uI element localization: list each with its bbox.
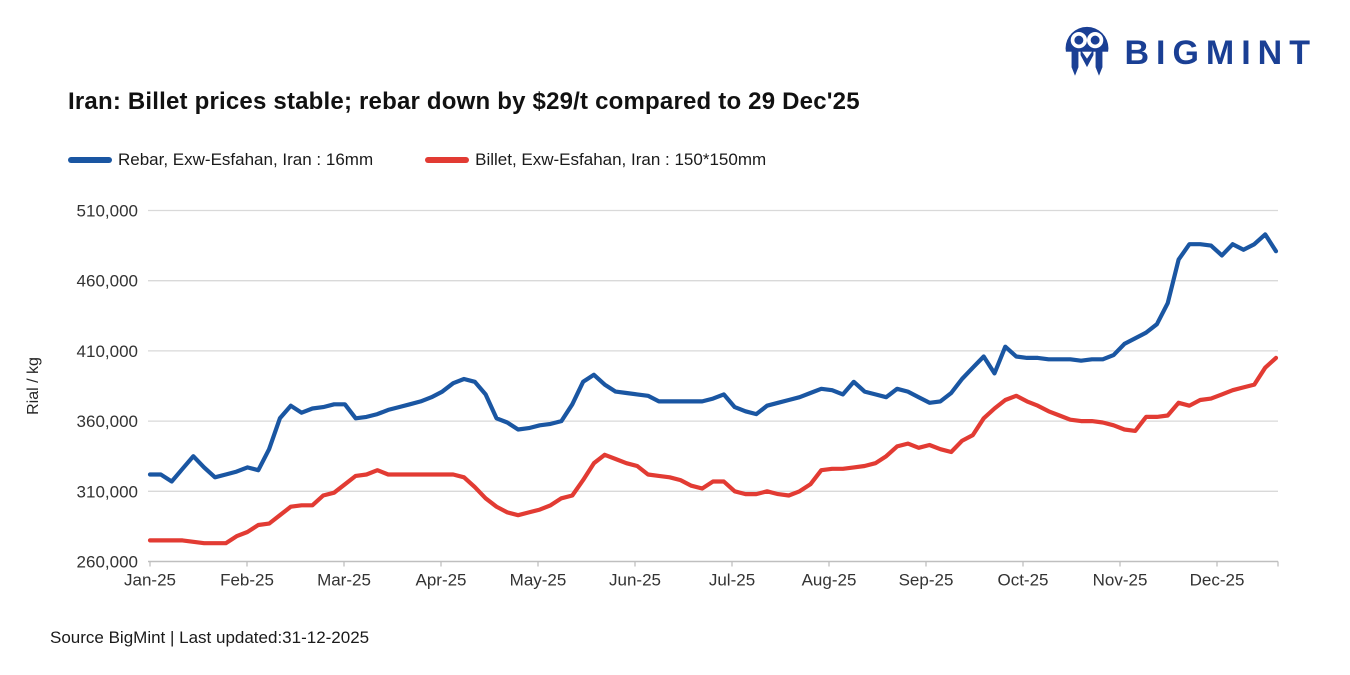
x-tick-label: Dec-25 — [1190, 571, 1245, 590]
y-tick-label: 260,000 — [77, 553, 138, 572]
x-tick-label: Jul-25 — [709, 571, 755, 590]
series-line-rebar — [147, 232, 1279, 484]
y-tick-label: 460,000 — [77, 272, 138, 291]
rebar-line-swatch — [68, 157, 112, 163]
series-line-billet — [147, 355, 1279, 546]
y-tick-label: 510,000 — [77, 202, 138, 221]
source-note: Source BigMint | Last updated:31-12-2025 — [50, 628, 370, 647]
y-tick-label: 360,000 — [77, 412, 138, 431]
x-tick-label: Sep-25 — [899, 571, 954, 590]
legend-item-billet: Billet, Exw-Esfahan, Iran : 150*150mm — [425, 150, 766, 170]
legend-label-rebar: Rebar, Exw-Esfahan, Iran : 16mm — [118, 150, 374, 169]
x-tick-label: Jan-25 — [124, 571, 176, 590]
x-tick-label: Jun-25 — [609, 571, 661, 590]
x-tick-label: Mar-25 — [317, 571, 371, 590]
legend-item-rebar: Rebar, Exw-Esfahan, Iran : 16mm — [68, 150, 373, 170]
bigmint-logo-icon — [1065, 26, 1110, 76]
bigmint-logo: BIGMINT — [1063, 26, 1317, 80]
x-tick-label: Feb-25 — [220, 571, 274, 590]
x-tick-label: Apr-25 — [415, 571, 466, 590]
y-tick-label: 310,000 — [77, 482, 138, 501]
x-tick-label: Oct-25 — [997, 571, 1048, 590]
bigmint-logo-text: BIGMINT — [1124, 34, 1317, 72]
x-tick-label: May-25 — [510, 571, 567, 590]
legend-label-billet: Billet, Exw-Esfahan, Iran : 150*150mm — [475, 150, 767, 169]
chart-title: Iran: Billet prices stable; rebar down b… — [68, 88, 860, 115]
x-tick-label: Aug-25 — [802, 571, 857, 590]
chart-legend: Rebar, Exw-Esfahan, Iran : 16mm Billet, … — [68, 150, 766, 170]
x-tick-label: Nov-25 — [1093, 571, 1148, 590]
y-tick-label: 410,000 — [77, 342, 138, 361]
billet-line-swatch — [425, 157, 470, 163]
